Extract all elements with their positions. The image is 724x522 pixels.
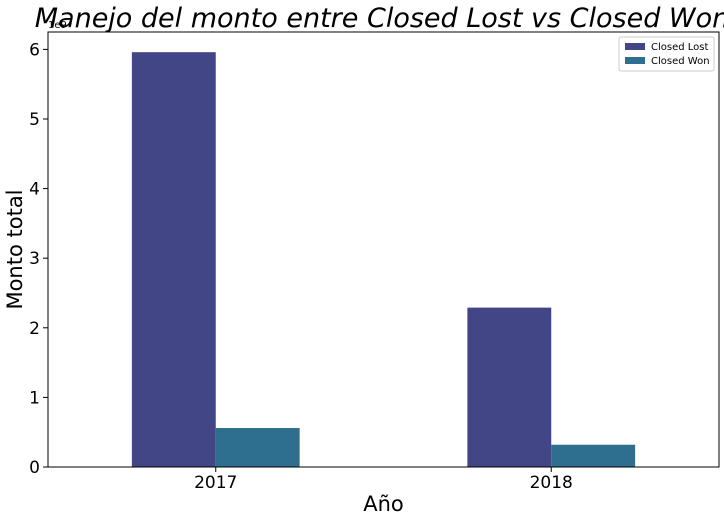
x-axis-label: Año: [363, 492, 404, 516]
x-tick-label-2018: 2018: [530, 473, 573, 493]
y-tick-label-3: 3: [29, 249, 40, 269]
bar-closed-won-2017: [215, 428, 300, 467]
x-tick-label-2017: 2017: [194, 473, 237, 493]
x-axis-ticks: 2017 2018: [194, 467, 573, 493]
plot-frame: [47, 31, 720, 468]
y-tick-label-2: 2: [29, 319, 40, 339]
bar-closed-lost-2018: [467, 307, 552, 467]
legend-swatch-closed-lost: [625, 43, 645, 50]
y-tick-label-1: 1: [29, 388, 40, 408]
y-axis-ticks: 0 1 2 3 4 5 6: [29, 40, 48, 478]
legend-label-closed-won: Closed Won: [651, 56, 710, 67]
legend: Closed Lost Closed Won: [618, 36, 715, 72]
bar-closed-lost-2017: [131, 52, 216, 468]
legend-label-closed-lost: Closed Lost: [651, 42, 708, 53]
legend-swatch-closed-won: [625, 57, 645, 64]
bars-group: [131, 52, 636, 468]
chart-title: Manejo del monto entre Closed Lost vs Cl…: [35, 3, 724, 34]
y-axis-label: Monto total: [3, 189, 27, 309]
bar-closed-won-2018: [551, 444, 636, 467]
y-tick-label-4: 4: [29, 180, 40, 200]
y-axis-offset-label: 1e9: [48, 20, 67, 31]
y-tick-label-5: 5: [29, 110, 40, 130]
y-tick-label-0: 0: [29, 458, 40, 478]
y-tick-label-6: 6: [29, 40, 40, 60]
